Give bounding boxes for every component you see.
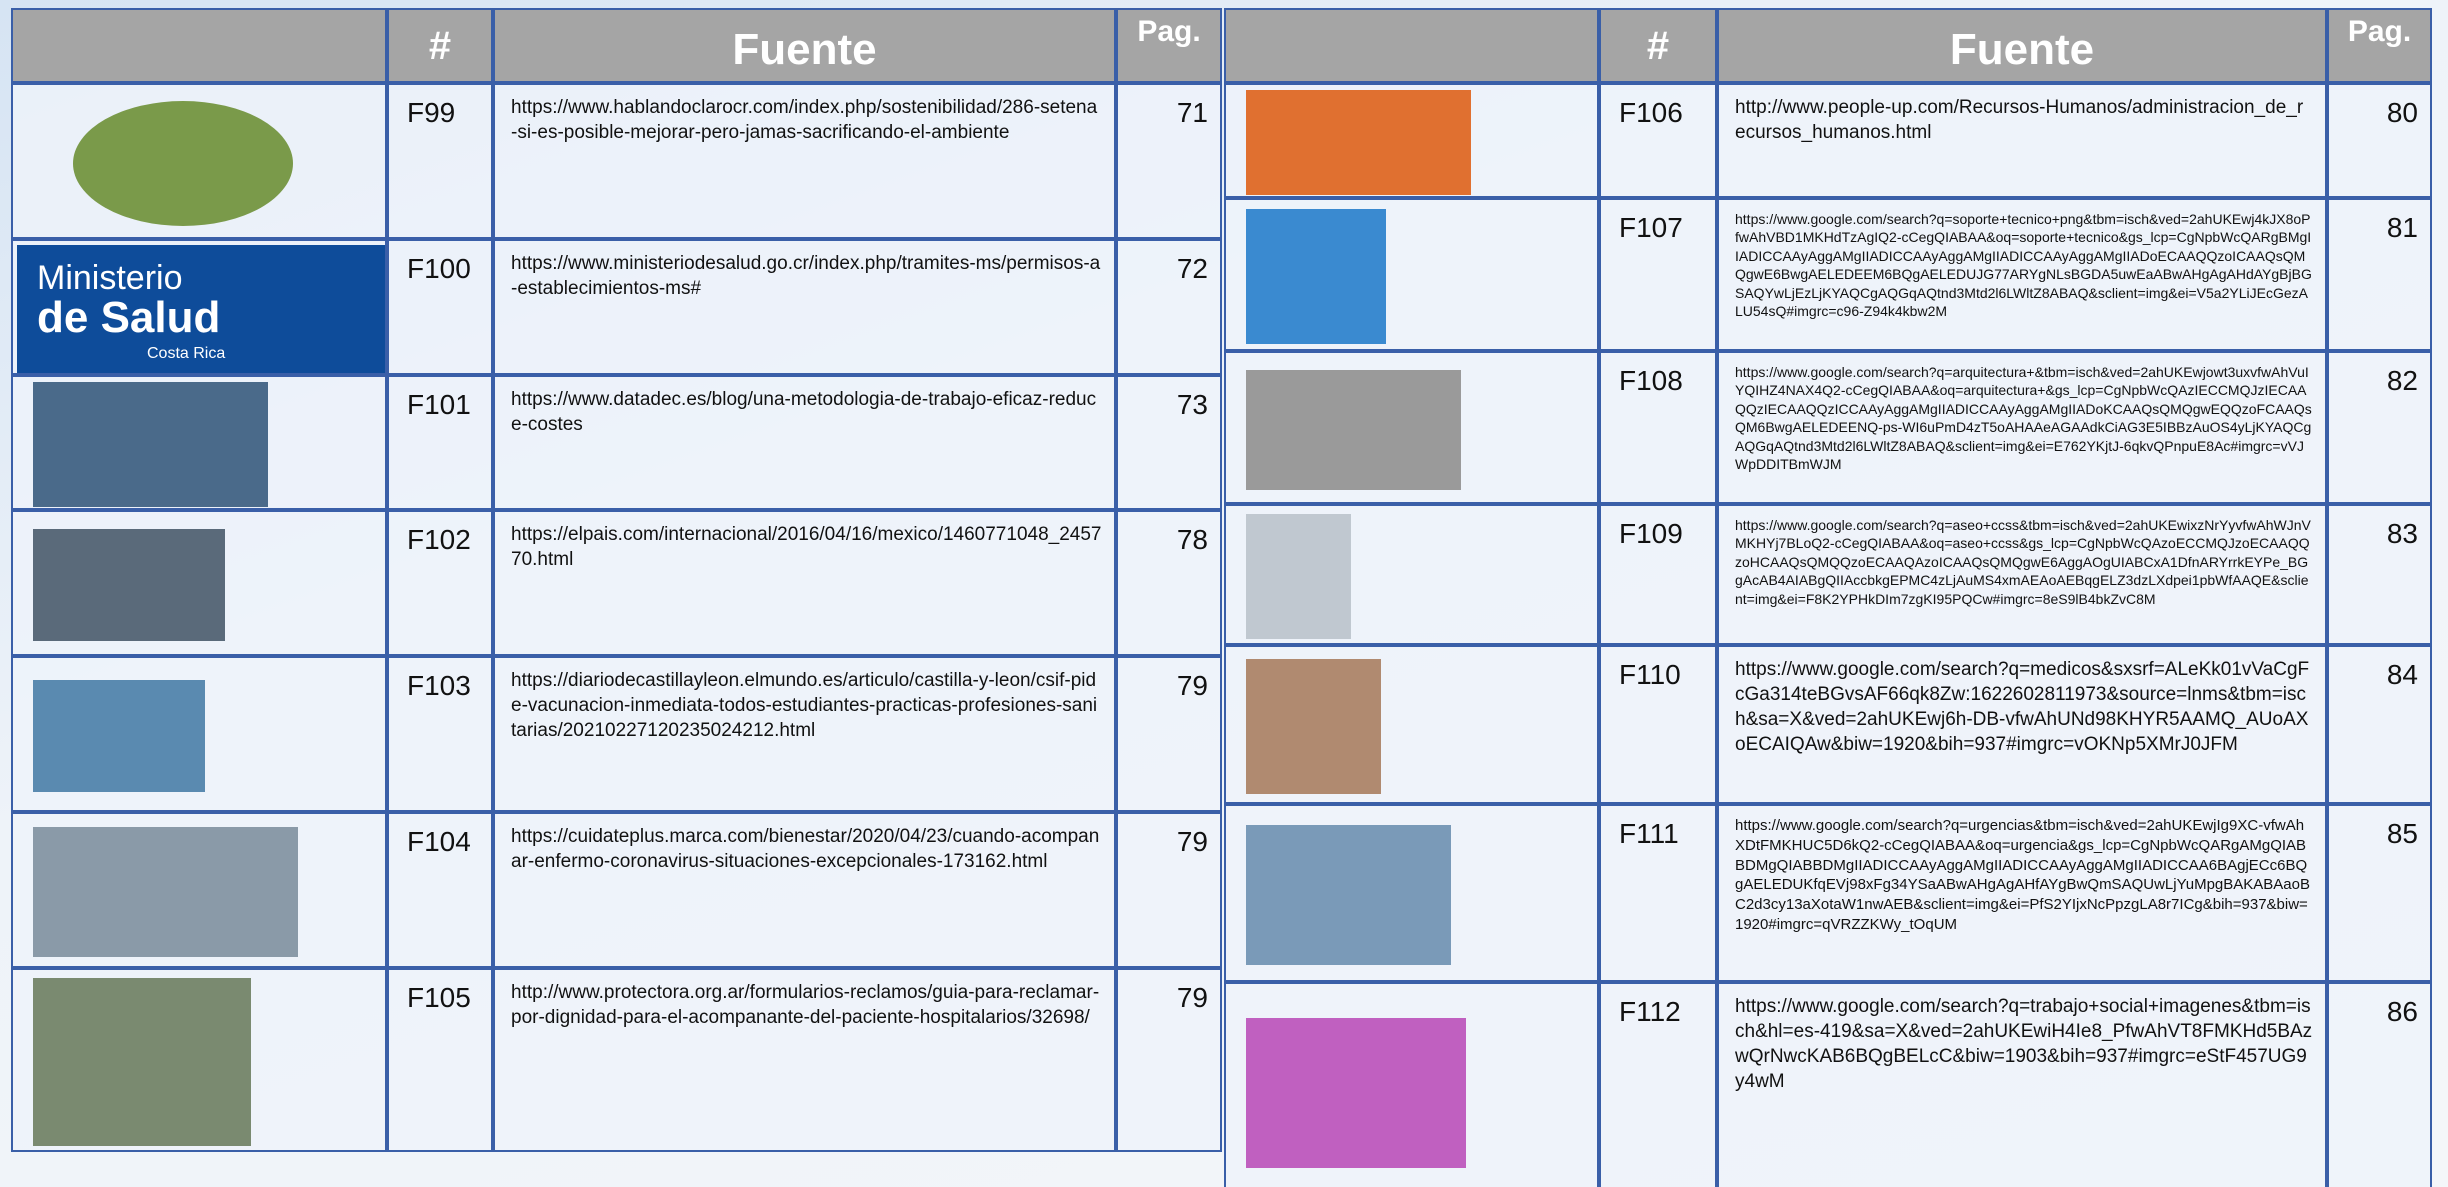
- thumbnail: [1246, 825, 1451, 965]
- image-cell: [11, 812, 387, 968]
- source-url: https://cuidateplus.marca.com/bienestar/…: [493, 812, 1116, 968]
- source-url: https://www.google.com/search?q=aseo+ccs…: [1717, 504, 2327, 645]
- header-number: #: [1599, 8, 1717, 83]
- image-cell: [1224, 645, 1599, 804]
- source-id: F112: [1599, 982, 1717, 1187]
- source-id: F102: [387, 510, 493, 656]
- thumbnail: Ministerio de Salud Costa Rica: [17, 245, 385, 373]
- source-id: F107: [1599, 198, 1717, 351]
- page-number: 73: [1116, 375, 1222, 510]
- thumbnail: [33, 529, 225, 641]
- thumbnail: [1246, 209, 1386, 344]
- source-id: F101: [387, 375, 493, 510]
- thumbnail: [1246, 369, 1461, 490]
- image-cell: [11, 83, 387, 239]
- thumbnail: [1246, 659, 1381, 794]
- thumbnail: [73, 100, 293, 226]
- image-cell: [11, 510, 387, 656]
- thumbnail: [1246, 514, 1351, 639]
- page-number: 71: [1116, 83, 1222, 239]
- source-id: F103: [387, 656, 493, 812]
- image-cell: [1224, 83, 1599, 198]
- image-cell: [1224, 982, 1599, 1187]
- image-cell: Ministerio de Salud Costa Rica: [11, 239, 387, 375]
- image-cell: [11, 656, 387, 812]
- page-number: 86: [2327, 982, 2432, 1187]
- source-id: F100: [387, 239, 493, 375]
- image-cell: [1224, 351, 1599, 504]
- image-cell: [1224, 804, 1599, 982]
- source-id: F110: [1599, 645, 1717, 804]
- page-number: 85: [2327, 804, 2432, 982]
- thumbnail: [33, 978, 251, 1146]
- source-url: https://diariodecastillayleon.elmundo.es…: [493, 656, 1116, 812]
- thumbnail: [1246, 1018, 1466, 1168]
- image-cell: [11, 968, 387, 1152]
- source-url: https://www.hablandoclarocr.com/index.ph…: [493, 83, 1116, 239]
- source-id: F99: [387, 83, 493, 239]
- source-url: https://www.google.com/search?q=trabajo+…: [1717, 982, 2327, 1187]
- source-id: F106: [1599, 83, 1717, 198]
- thumbnail: [33, 382, 268, 507]
- header-image-cell: [1224, 8, 1599, 83]
- source-id: F108: [1599, 351, 1717, 504]
- page-number: 80: [2327, 83, 2432, 198]
- page-number: 79: [1116, 812, 1222, 968]
- source-url: https://www.google.com/search?q=arquitec…: [1717, 351, 2327, 504]
- logo-text: Costa Rica: [147, 345, 226, 362]
- source-id: F109: [1599, 504, 1717, 645]
- page-number: 84: [2327, 645, 2432, 804]
- header-source: Fuente: [493, 8, 1116, 83]
- source-url: https://www.google.com/search?q=urgencia…: [1717, 804, 2327, 982]
- logo-text: Ministerio: [37, 259, 183, 297]
- source-id: F111: [1599, 804, 1717, 982]
- source-url: http://www.people-up.com/Recursos-Humano…: [1717, 83, 2327, 198]
- header-page: Pag.: [2327, 8, 2432, 83]
- page-number: 81: [2327, 198, 2432, 351]
- page-number: 79: [1116, 968, 1222, 1152]
- header-number: #: [387, 8, 493, 83]
- source-url: https://elpais.com/internacional/2016/04…: [493, 510, 1116, 656]
- source-url: https://www.ministeriodesalud.go.cr/inde…: [493, 239, 1116, 375]
- source-url: https://www.datadec.es/blog/una-metodolo…: [493, 375, 1116, 510]
- image-cell: [1224, 198, 1599, 351]
- image-cell: [1224, 504, 1599, 645]
- logo-text: de Salud: [37, 293, 221, 342]
- thumbnail: [33, 680, 205, 792]
- thumbnail: [33, 827, 298, 957]
- thumbnail: [1246, 90, 1471, 195]
- source-id: F104: [387, 812, 493, 968]
- page-number: 82: [2327, 351, 2432, 504]
- page-number: 83: [2327, 504, 2432, 645]
- header-image-cell: [11, 8, 387, 83]
- page-number: 78: [1116, 510, 1222, 656]
- header-page: Pag.: [1116, 8, 1222, 83]
- page-number: 79: [1116, 656, 1222, 812]
- header-source: Fuente: [1717, 8, 2327, 83]
- image-cell: [11, 375, 387, 510]
- source-url: http://www.protectora.org.ar/formularios…: [493, 968, 1116, 1152]
- source-url: https://www.google.com/search?q=medicos&…: [1717, 645, 2327, 804]
- source-url: https://www.google.com/search?q=soporte+…: [1717, 198, 2327, 351]
- source-id: F105: [387, 968, 493, 1152]
- page-number: 72: [1116, 239, 1222, 375]
